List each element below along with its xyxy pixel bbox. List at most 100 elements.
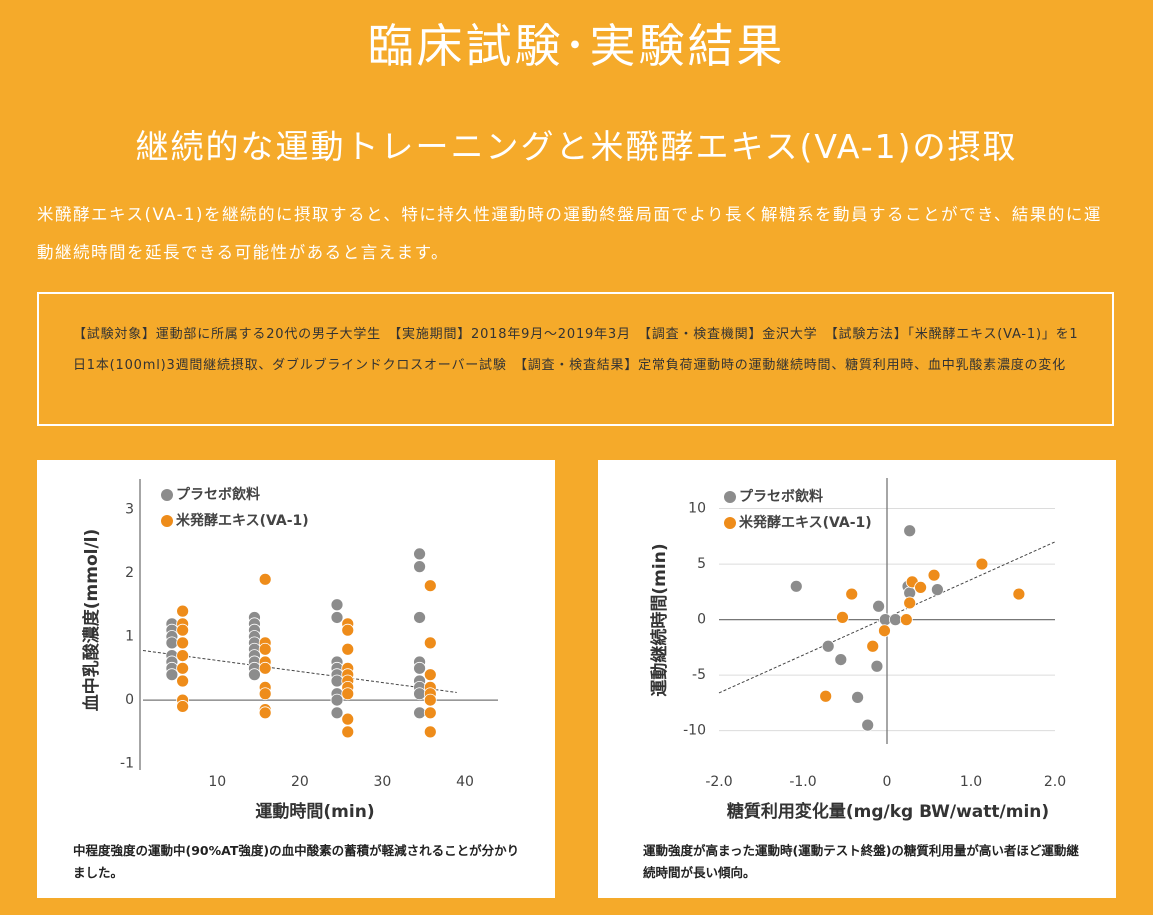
x-tick-label: 30	[374, 774, 392, 790]
x-axis-title: 糖質利用変化量(mg/kg BW/watt/min)	[727, 801, 1049, 822]
page-subtitle: 継続的な運動トレーニングと米醗酵エキス(VA-1)の摂取	[135, 127, 1018, 166]
caption-box: 中程度強度の運動中(90%AT強度)の血中酸素の蓄積が軽減されることが分かりまし…	[73, 843, 520, 880]
y-tick-label: 0	[697, 612, 706, 628]
scatter-point	[258, 661, 272, 675]
scatter-point	[258, 642, 272, 656]
scatter-point	[176, 636, 190, 650]
trendline	[142, 650, 457, 693]
y-tick-label: 10	[688, 501, 706, 517]
scatter-point	[878, 624, 891, 638]
x-tick-label: 0	[883, 774, 892, 790]
legend-label: プラセボ飲料	[739, 488, 823, 505]
scatter-point	[330, 674, 344, 688]
scatter-point	[413, 547, 426, 561]
y-tick-label: 3	[125, 501, 134, 517]
scatter-point	[165, 668, 179, 682]
scatter-point	[341, 687, 355, 701]
scatter-point	[423, 636, 437, 650]
legend-label: 米発酵エキス(VA-1)	[176, 512, 309, 529]
scatter-point	[423, 725, 437, 739]
page-title: 臨床試験･実験結果	[367, 19, 786, 73]
scatter-point	[423, 693, 437, 707]
scatter-point	[258, 572, 272, 586]
scatter-point	[330, 706, 344, 720]
scatter-point	[870, 659, 884, 673]
chart-card: 10 5 0 -5 -10 -2.0 -1.0 0 1.0 2.0 プラセボ飲料米発酵エキス(VA-…	[598, 460, 1116, 898]
trendline	[718, 541, 1056, 694]
scatter-point	[899, 613, 913, 627]
scatter-point	[176, 604, 190, 618]
scatter-point	[176, 623, 190, 637]
scatter-point	[975, 557, 989, 571]
scatter-point	[861, 718, 875, 732]
y-tick-label: -10	[683, 723, 706, 739]
legend-marker	[161, 515, 173, 527]
legend-marker	[724, 517, 736, 529]
caption-box: 運動強度が高まった運動時(運動テスト終盤)の糖質利用量が高い者ほど運動継続時間が…	[643, 843, 1079, 880]
scatter-point	[248, 668, 261, 682]
chart-caption: 運動強度が高まった運動時(運動テスト終盤)の糖質利用量が高い者ほど運動継続時間が…	[643, 843, 1079, 880]
x-axis-title: 運動時間(min)	[255, 801, 374, 822]
legend-marker	[161, 489, 173, 501]
scatter-point	[176, 661, 190, 675]
scatter-point	[413, 687, 426, 701]
y-tick-label: 0	[125, 692, 134, 708]
scatter-point	[165, 636, 179, 650]
scatter-point	[872, 599, 886, 613]
x-tick-label: 2.0	[1044, 774, 1066, 790]
x-tick-label: -2.0	[705, 774, 732, 790]
scatter-point	[914, 581, 928, 594]
scatter-point	[930, 583, 944, 597]
y-axis-title: 血中乳酸濃度(mmol/l)	[81, 529, 102, 712]
y-tick-label: 1	[125, 629, 134, 645]
scatter-point	[903, 596, 917, 610]
scatter-point	[330, 611, 344, 624]
scatter-point	[1012, 587, 1026, 601]
y-axis-title: 運動継続時間(min)	[649, 543, 670, 696]
scatter-point	[413, 706, 426, 720]
scatter-point	[258, 687, 272, 701]
x-tick-label: 20	[291, 774, 309, 790]
x-tick-label: 1.0	[960, 774, 982, 790]
scatter-point	[258, 706, 272, 720]
scatter-point	[176, 649, 190, 663]
y-tick-label: 2	[125, 565, 134, 581]
y-tick-label: -5	[692, 667, 706, 683]
study-box: 【試験対象】運動部に所属する20代の男子大学生 【実施期間】2018年9月～20…	[37, 292, 1114, 426]
y-tick-label: 5	[697, 556, 706, 572]
x-tick-label: 10	[208, 774, 226, 790]
scatter-point	[176, 674, 190, 688]
scatter-point	[903, 524, 917, 538]
scatter-point	[845, 587, 859, 601]
intro-text: 米醗酵エキス(VA-1)を継続的に摂取すると、特に持久性運動時の運動終盤局面でよ…	[37, 205, 1102, 262]
scatter-point	[927, 568, 941, 582]
scatter-point	[341, 623, 355, 637]
scatter-point	[330, 598, 344, 612]
scatter-point	[819, 689, 833, 703]
scatter-point	[341, 712, 355, 726]
scatter-point	[888, 613, 902, 627]
scatter-point	[866, 639, 880, 653]
scatter-point	[413, 560, 426, 574]
legend-label: プラセボ飲料	[176, 486, 260, 503]
scatter-point	[413, 661, 426, 675]
scatter-point	[341, 725, 355, 739]
x-tick-label: -1.0	[789, 774, 816, 790]
scatter-point	[834, 653, 848, 666]
legend-label: 米発酵エキス(VA-1)	[739, 514, 872, 531]
scatter-point	[413, 611, 426, 624]
chart: 10 5 0 -5 -10 -2.0 -1.0 0 1.0 2.0 プラセボ飲料米発酵エキス(VA-…	[643, 478, 1079, 880]
scatter-point	[836, 610, 849, 624]
legend-marker	[724, 491, 736, 503]
scatter-point	[423, 706, 437, 720]
chart-caption: 中程度強度の運動中(90%AT強度)の血中酸素の蓄積が軽減されることが分かりまし…	[73, 843, 520, 880]
scatter-point	[423, 579, 437, 593]
study-text: 【試験対象】運動部に所属する20代の男子大学生 【実施期間】2018年9月～20…	[73, 327, 1079, 373]
scatter-point	[176, 700, 190, 713]
scatter-point	[330, 693, 344, 707]
scatter-point	[851, 690, 865, 704]
scatter-point	[789, 579, 803, 593]
scatter-point	[341, 642, 355, 656]
chart-card: 3 2 1 0 -1 10 20 30 40 プラセボ飲料 米発酵エキス(VA-1) 運動時間(min…	[37, 460, 555, 898]
